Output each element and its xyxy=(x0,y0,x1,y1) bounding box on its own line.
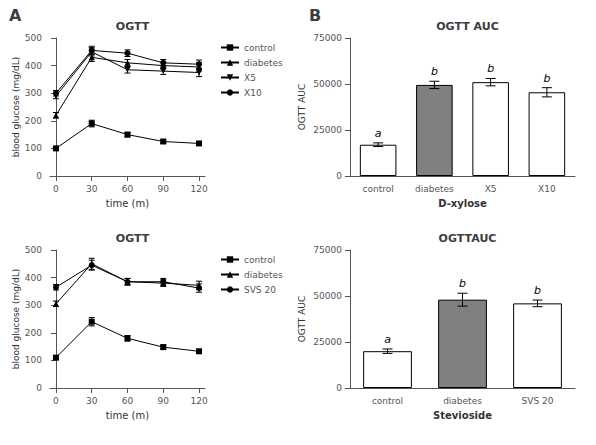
svg-text:blood glucose (mg/dL): blood glucose (mg/dL) xyxy=(11,57,21,158)
svg-text:100: 100 xyxy=(25,143,42,153)
svg-text:control: control xyxy=(244,43,275,53)
svg-text:control: control xyxy=(372,396,403,406)
svg-text:diabetes: diabetes xyxy=(443,396,482,406)
svg-text:diabetes: diabetes xyxy=(244,58,283,68)
svg-text:0: 0 xyxy=(53,184,59,194)
svg-text:X5: X5 xyxy=(485,184,497,194)
svg-text:30: 30 xyxy=(86,184,98,194)
svg-text:OGTTAUC: OGTTAUC xyxy=(439,232,497,245)
svg-text:90: 90 xyxy=(158,396,170,406)
svg-text:A: A xyxy=(9,6,22,25)
svg-text:120: 120 xyxy=(190,396,207,406)
svg-text:diabetes: diabetes xyxy=(244,270,283,280)
svg-text:OGTT: OGTT xyxy=(116,232,150,245)
svg-text:300: 300 xyxy=(25,300,42,310)
svg-text:blood glucose (mg/dL): blood glucose (mg/dL) xyxy=(11,269,21,370)
svg-text:b: b xyxy=(543,72,550,85)
svg-text:200: 200 xyxy=(25,116,42,126)
svg-text:0: 0 xyxy=(336,383,342,393)
svg-text:25000: 25000 xyxy=(313,337,342,347)
svg-text:0: 0 xyxy=(36,171,42,181)
svg-text:50000: 50000 xyxy=(313,291,342,301)
svg-text:60: 60 xyxy=(122,396,134,406)
svg-text:control: control xyxy=(244,255,275,265)
svg-text:OGTT AUC: OGTT AUC xyxy=(436,20,498,33)
svg-text:SVS 20: SVS 20 xyxy=(244,285,276,295)
svg-text:0: 0 xyxy=(36,383,42,393)
svg-text:50000: 50000 xyxy=(313,79,342,89)
svg-text:b: b xyxy=(431,65,438,78)
svg-text:400: 400 xyxy=(25,273,42,283)
svg-text:400: 400 xyxy=(25,61,42,71)
svg-text:time (m): time (m) xyxy=(106,410,149,421)
svg-text:time (m): time (m) xyxy=(106,198,149,209)
svg-text:X5: X5 xyxy=(244,73,256,83)
svg-text:D-xylose: D-xylose xyxy=(438,198,487,209)
svg-text:500: 500 xyxy=(25,33,42,43)
svg-text:200: 200 xyxy=(25,328,42,338)
svg-text:b: b xyxy=(534,284,541,297)
svg-text:SVS 20: SVS 20 xyxy=(522,396,554,406)
svg-text:a: a xyxy=(384,333,391,346)
svg-text:500: 500 xyxy=(25,245,42,255)
svg-text:X10: X10 xyxy=(244,88,262,98)
svg-text:30: 30 xyxy=(86,396,98,406)
svg-text:100: 100 xyxy=(25,355,42,365)
svg-text:90: 90 xyxy=(158,184,170,194)
svg-text:120: 120 xyxy=(190,184,207,194)
svg-text:Stevioside: Stevioside xyxy=(433,410,492,421)
svg-text:75000: 75000 xyxy=(313,33,342,43)
svg-text:B: B xyxy=(309,6,321,25)
svg-text:OGTT AUC: OGTT AUC xyxy=(297,296,307,342)
svg-text:60: 60 xyxy=(122,184,134,194)
svg-text:OGTT AUC: OGTT AUC xyxy=(297,84,307,130)
svg-text:75000: 75000 xyxy=(313,245,342,255)
svg-text:b: b xyxy=(487,62,494,75)
svg-text:a: a xyxy=(375,127,382,140)
svg-text:0: 0 xyxy=(336,171,342,181)
svg-text:25000: 25000 xyxy=(313,125,342,135)
svg-text:diabetes: diabetes xyxy=(415,184,454,194)
svg-text:X10: X10 xyxy=(538,184,556,194)
svg-text:OGTT: OGTT xyxy=(116,20,150,33)
svg-text:control: control xyxy=(363,184,394,194)
svg-text:0: 0 xyxy=(53,396,59,406)
svg-text:300: 300 xyxy=(25,88,42,98)
svg-text:b: b xyxy=(459,277,466,290)
